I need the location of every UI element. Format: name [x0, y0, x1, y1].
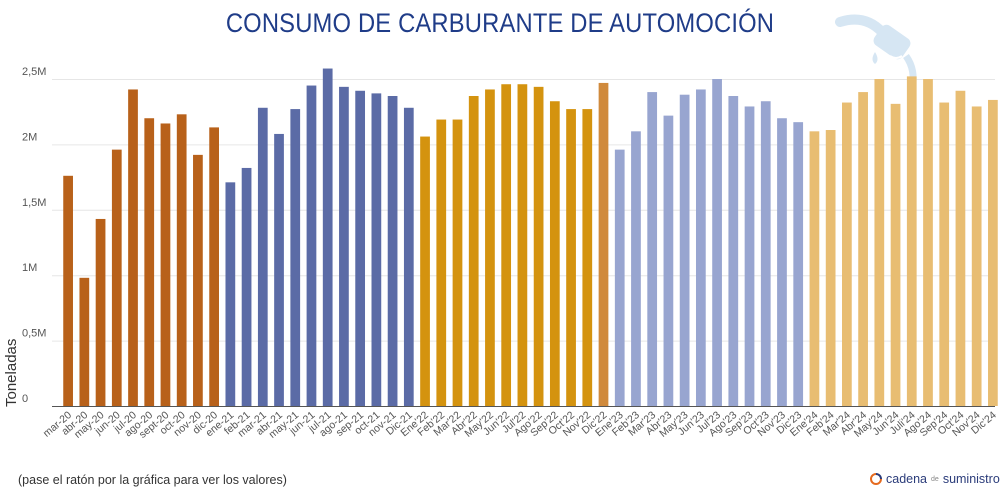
- bar-Juli'24[interactable]: Juli'24: 2.520.000: [906, 76, 917, 406]
- bar-Dic'24[interactable]: Dic'24: 2.340.000: [988, 99, 998, 406]
- bar-may-21[interactable]: may-21: 2.270.000: [290, 109, 301, 407]
- bar-May'23[interactable]: May'23: 2.380.000: [679, 94, 690, 407]
- bar-Sep'23[interactable]: Sep'23: 2.290.000: [744, 106, 755, 406]
- brand-name-part1: cadena: [886, 472, 928, 486]
- bar-chart[interactable]: 0 0,5M 1M 1,5M 2M 2,5M mar-20: 1.760.000 abr-2…: [0, 0, 1000, 470]
- x-tick-labels: mar-20abr-20may-20jun-20jul-20ago-20sept…: [41, 409, 999, 441]
- brand-name-part2: suministro: [942, 472, 1000, 486]
- bar-Mar'23[interactable]: Mar'23: 2.400.000: [647, 92, 658, 406]
- bar-Jun'24[interactable]: Jun'24: 2.310.000: [890, 103, 901, 407]
- bar-Ago'24[interactable]: Ago'24: 2.500.000: [923, 79, 933, 406]
- bar-mar-20[interactable]: mar-20: 1.760.000: [63, 175, 73, 406]
- bar-ene-21[interactable]: ene-21: 1.710.000: [225, 182, 236, 406]
- bar-may-20[interactable]: may-20: 1.430.000: [95, 218, 106, 406]
- bar-Ago'22[interactable]: Ago'22: 2.440.000: [533, 86, 544, 407]
- brand-logo[interactable]: cadena de suministro: [870, 472, 1000, 486]
- bar-Oct'23[interactable]: Oct'23: 2.330.000: [760, 101, 771, 407]
- y-tick-label: 1M: [22, 262, 37, 274]
- chart-title: CONSUMO DE CARBURANTE DE AUTOMOCIÓN: [225, 8, 775, 38]
- bar-ago-20[interactable]: ago-20: 2.200.000: [144, 118, 155, 407]
- bar-Abr'24[interactable]: Abr'24: 2.400.000: [858, 92, 868, 406]
- bar-Nov'22[interactable]: Nov'22: 2.270.000: [582, 109, 593, 407]
- y-tick-label: 0,5M: [22, 328, 46, 340]
- bars: mar-20: 1.760.000 abr-20: 980.000 may-20: …: [63, 68, 998, 407]
- y-axis-label: Toneladas: [3, 339, 20, 407]
- bar-Nov'24[interactable]: Nov'24: 2.290.000: [971, 106, 982, 406]
- bar-Oct'22[interactable]: Oct'22: 2.270.000: [566, 109, 576, 407]
- bar-Jun'23[interactable]: Jun'23: 2.420.000: [695, 89, 706, 407]
- bar-abr-20[interactable]: abr-20: 980.000: [79, 277, 90, 406]
- bar-Sep'22[interactable]: Sep'22: 2.330.000: [549, 101, 560, 407]
- bar-jun-21[interactable]: jun-21: 2.450.000: [306, 85, 317, 406]
- y-tick-label: 2,5M: [22, 66, 46, 78]
- bar-nov-21[interactable]: nov-21: 2.370.000: [387, 96, 398, 406]
- bar-Oct'24[interactable]: Oct'24: 2.410.000: [955, 90, 966, 406]
- bar-Abr'22[interactable]: Abr'22: 2.370.000: [468, 96, 479, 406]
- bar-ago-21[interactable]: ago-21: 2.440.000: [339, 86, 349, 407]
- circular-arrow-logo-icon: [870, 473, 882, 485]
- bar-Ene'23[interactable]: Ene'23: 1.960.000: [614, 149, 625, 406]
- bar-oct-20[interactable]: oct-20: 2.230.000: [176, 114, 187, 406]
- hover-hint-footnote: (pase el ratón por la gráfica para ver l…: [18, 473, 287, 487]
- bar-Mar'24[interactable]: Mar'24: 2.320.000: [842, 102, 852, 406]
- bar-Mar'22[interactable]: Mar'22: 2.190.000: [452, 119, 463, 406]
- bar-Jul'23[interactable]: Jul'23: 2.500.000: [712, 79, 722, 406]
- bar-Dic'23[interactable]: Dic'23: 2.170.000: [793, 122, 804, 406]
- bar-Feb'22[interactable]: Feb'22: 2.190.000: [436, 119, 447, 406]
- bar-Nov'23[interactable]: Nov'23: 2.200.000: [777, 118, 787, 407]
- bar-sept-20[interactable]: sept-20: 2.160.000: [160, 123, 171, 407]
- bar-Feb'23[interactable]: Feb'23: 2.100.000: [631, 131, 641, 406]
- bar-mar-21[interactable]: mar-21: 2.280.000: [257, 107, 268, 406]
- y-tick-labels: 0 0,5M 1M 1,5M 2M 2,5M: [22, 66, 46, 405]
- brand-name-small: de: [931, 475, 939, 483]
- bar-abr-21[interactable]: abr-21: 2.080.000: [274, 133, 284, 406]
- bar-Abr'23[interactable]: Abr'23: 2.220.000: [663, 115, 674, 407]
- bar-jul-21[interactable]: jul-21: 2.580.000: [322, 68, 333, 406]
- bar-Ago'23[interactable]: Ago'23: 2.370.000: [728, 96, 739, 406]
- y-tick-label: 2M: [22, 131, 37, 143]
- bar-nov-20[interactable]: nov-20: 1.920.000: [193, 154, 203, 406]
- bar-Jun'22[interactable]: Jun'22: 2.460.000: [501, 84, 512, 407]
- bar-Ene'24[interactable]: Ene'24: 2.100.000: [809, 131, 820, 406]
- bar-Dic-21[interactable]: Dic-21: 2.280.000: [403, 107, 414, 406]
- bar-Feb'24[interactable]: Feb'24: 2.110.000: [825, 130, 836, 406]
- bar-May'24[interactable]: May'24: 2.500.000: [874, 79, 885, 406]
- bar-oct-21[interactable]: oct-21: 2.390.000: [371, 93, 382, 406]
- bar-feb-21[interactable]: feb-21: 1.820.000: [241, 167, 252, 406]
- y-tick-label: 0: [22, 393, 28, 405]
- bar-Dic'22[interactable]: Dic'22: 2.470.000: [598, 82, 609, 406]
- y-tick-label: 1,5M: [22, 197, 46, 209]
- bar-Sep'24[interactable]: Sep'24: 2.320.000: [939, 102, 950, 406]
- bar-jun-20[interactable]: jun-20: 1.960.000: [111, 149, 122, 406]
- bar-sep-21[interactable]: sep-21: 2.410.000: [355, 90, 366, 406]
- bar-Ene'22[interactable]: Ene'22: 2.060.000: [420, 136, 430, 406]
- bar-Jul'22[interactable]: Jul'22: 2.460.000: [517, 84, 528, 407]
- bar-May'22[interactable]: May'22: 2.420.000: [485, 89, 495, 407]
- bar-dic-20[interactable]: dic-20: 2.130.000: [209, 127, 219, 407]
- bar-jul-20[interactable]: jul-20: 2.420.000: [128, 89, 138, 407]
